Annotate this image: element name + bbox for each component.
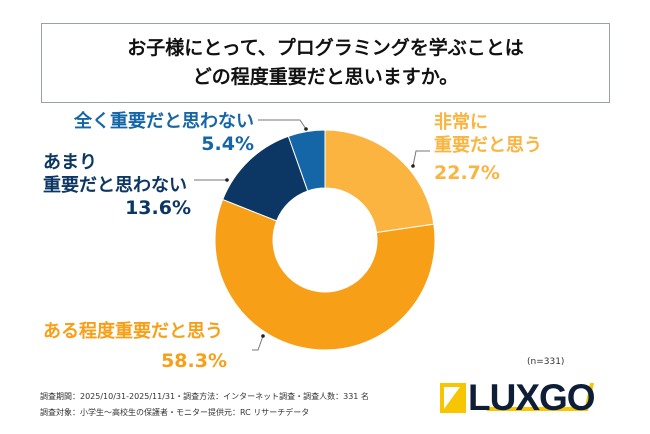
data-label-5-4: 5.4% <box>201 133 254 155</box>
chart-title: お子様にとって、プログラミングを学ぶことは どの程度重要だと思いますか。 <box>41 23 610 103</box>
leader-line <box>258 119 307 130</box>
leader-dot <box>411 164 415 168</box>
slice-not-important <box>287 129 326 192</box>
logo-text: LUXGO <box>468 377 596 418</box>
title-line-1: お子様にとって、プログラミングを学ぶことは <box>127 37 524 59</box>
label-text: あまり <box>43 152 97 173</box>
label-not-very-important: あまり 重要だと思わない 13.6% <box>43 151 191 220</box>
data-label-22-7: 22.7% <box>434 162 500 184</box>
label-text: 重要だと思う <box>434 135 542 156</box>
leader-dot <box>261 334 265 338</box>
label-text: 非常に <box>434 112 488 133</box>
label-not-important: 全く重要だと思わない 5.4% <box>60 110 254 156</box>
slice-very-important <box>324 129 435 234</box>
data-label-58-3: 58.3% <box>161 350 227 372</box>
footer-survey-period: 調査期間：2025/10/31-2025/11/31・調査方法：インターネット調… <box>40 392 369 401</box>
title-line-2: どの程度重要だと思いますか。 <box>192 66 459 88</box>
label-very-important: 非常に 重要だと思う 22.7% <box>434 111 542 185</box>
leader-dot <box>304 127 308 131</box>
data-label-13-6: 13.6% <box>125 197 191 219</box>
label-text: 全く重要だと思わない <box>74 111 254 132</box>
logo-mark-icon <box>440 383 594 413</box>
luxgo-logo: LUXGO <box>440 377 600 418</box>
slice-somewhat-important <box>214 198 436 351</box>
leader-line <box>412 150 430 167</box>
leader-dot <box>225 178 229 182</box>
label-somewhat-important: ある程度重要だと思う 58.3% <box>43 320 255 373</box>
footer-survey-target: 調査対象：小学生〜高校生の保護者・モニター提供元：RC リサーチデータ <box>40 408 310 417</box>
sample-size: (n=331) <box>527 357 565 367</box>
leader-line <box>252 335 264 351</box>
label-text: ある程度重要だと思う <box>43 321 223 342</box>
label-text: 重要だと思わない <box>43 175 187 196</box>
